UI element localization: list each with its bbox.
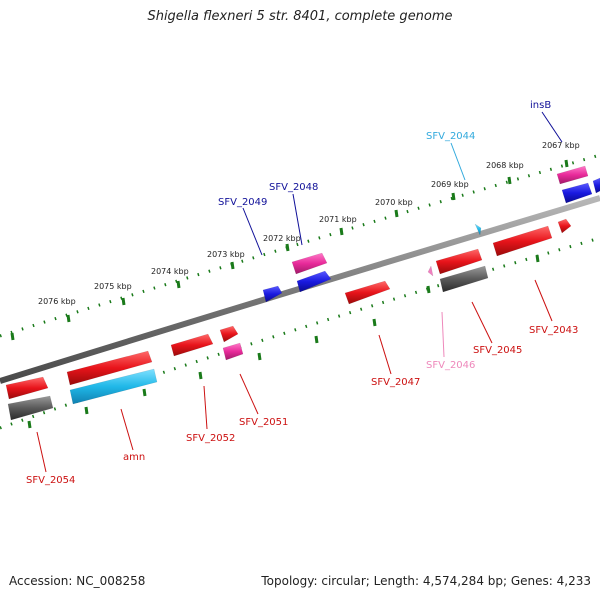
gene-label-SFV_2045: SFV_2045 bbox=[473, 345, 522, 356]
map-title: Shigella flexneri 5 str. 8401, complete … bbox=[147, 9, 453, 24]
gene-label-amn: amn bbox=[123, 452, 145, 463]
gene-pink[interactable] bbox=[427, 265, 434, 277]
gene-gray[interactable] bbox=[439, 265, 489, 293]
scale-label-2074: 2074 kbp bbox=[151, 267, 189, 276]
gene-label-SFV_2047: SFV_2047 bbox=[371, 377, 420, 388]
gene-blue[interactable] bbox=[262, 285, 283, 303]
scale-label-2070: 2070 kbp bbox=[375, 198, 413, 207]
major-ticks bbox=[10, 159, 569, 429]
scale-label-2075: 2075 kbp bbox=[94, 282, 132, 291]
gene-red[interactable] bbox=[557, 218, 572, 234]
scale-label-2071: 2071 kbp bbox=[319, 215, 357, 224]
scale-label-2068: 2068 kbp bbox=[486, 161, 524, 170]
scale-label-2076: 2076 kbp bbox=[38, 297, 76, 306]
gene-red[interactable] bbox=[492, 225, 553, 257]
gene-label-SFV_2043: SFV_2043 bbox=[529, 325, 578, 336]
gene-magenta[interactable] bbox=[291, 252, 328, 275]
scale-label-2067: 2067 kbp bbox=[542, 141, 580, 150]
leader-lines bbox=[36, 111, 563, 473]
gene-cyan[interactable] bbox=[69, 368, 158, 405]
gene-red[interactable] bbox=[219, 325, 239, 343]
gene-blue[interactable] bbox=[561, 182, 593, 204]
gene-label-insB: insB bbox=[530, 100, 551, 111]
genome-backbone bbox=[0, 195, 600, 384]
gene-magenta[interactable] bbox=[556, 165, 589, 185]
gene-label-SFV_2054: SFV_2054 bbox=[26, 475, 75, 486]
gene-blue[interactable] bbox=[592, 177, 600, 194]
gene-label-SFV_2052: SFV_2052 bbox=[186, 433, 235, 444]
accession-text: Accession: NC_008258 bbox=[9, 574, 146, 588]
gene-label-SFV_2051: SFV_2051 bbox=[239, 417, 288, 428]
gene-blue[interactable] bbox=[296, 270, 332, 293]
gene-label-SFV_2049: SFV_2049 bbox=[218, 197, 267, 208]
gene-magenta[interactable] bbox=[222, 342, 244, 361]
scale-label-2073: 2073 kbp bbox=[207, 250, 245, 259]
gene-label-SFV_2048: SFV_2048 bbox=[269, 182, 318, 193]
gene-red[interactable] bbox=[66, 350, 153, 386]
gene-gray[interactable] bbox=[7, 395, 54, 421]
gene-red[interactable] bbox=[435, 248, 483, 275]
gene-label-SFV_2046: SFV_2046 bbox=[426, 360, 475, 371]
scale-label-2069: 2069 kbp bbox=[431, 180, 469, 189]
scale-label-2072: 2072 kbp bbox=[263, 234, 301, 243]
gene-red[interactable] bbox=[344, 280, 391, 305]
gene-features bbox=[5, 165, 600, 421]
genome-summary-text: Topology: circular; Length: 4,574,284 bp… bbox=[261, 574, 591, 588]
gene-label-SFV_2044: SFV_2044 bbox=[426, 131, 475, 142]
gene-red[interactable] bbox=[170, 333, 214, 357]
gene-cyan[interactable] bbox=[474, 223, 482, 236]
gene-red[interactable] bbox=[5, 376, 49, 400]
